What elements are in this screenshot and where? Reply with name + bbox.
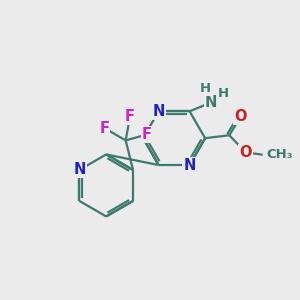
Text: CH₃: CH₃ <box>266 148 293 161</box>
Text: F: F <box>125 109 135 124</box>
Text: O: O <box>234 110 247 124</box>
Text: H: H <box>218 87 229 100</box>
Text: N: N <box>73 162 86 177</box>
Text: O: O <box>239 145 252 160</box>
Text: F: F <box>142 127 152 142</box>
Text: N: N <box>183 158 196 172</box>
Text: H: H <box>200 82 211 95</box>
Text: N: N <box>205 95 217 110</box>
Text: F: F <box>99 121 110 136</box>
Text: N: N <box>152 104 165 119</box>
